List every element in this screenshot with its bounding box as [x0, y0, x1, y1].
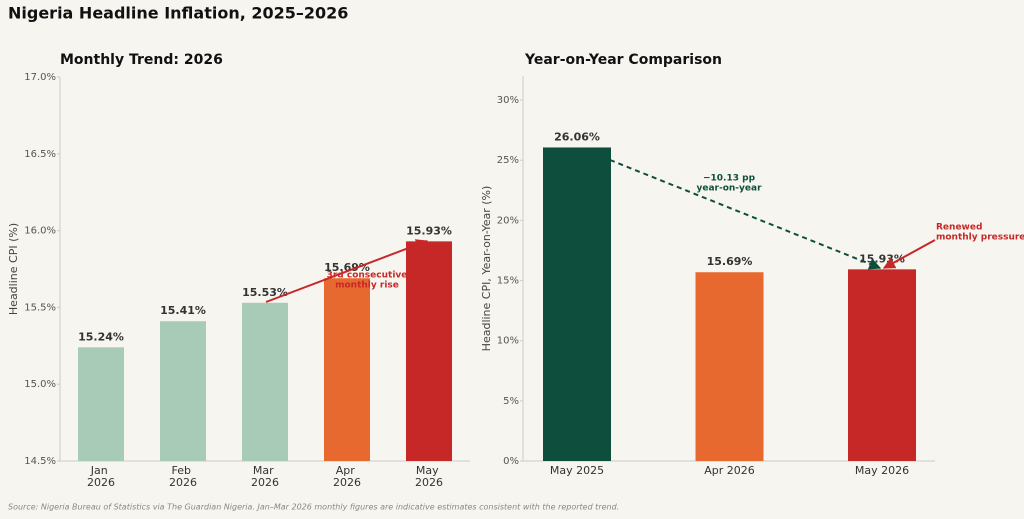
y-tick-label: 0% — [503, 456, 519, 467]
chart-title: Monthly Trend: 2026 — [60, 52, 223, 68]
source-note: Source: Nigeria Bureau of Statistics via… — [8, 503, 619, 512]
y-axis-label: Headline CPI, Year-on-Year (%) — [480, 186, 493, 352]
y-tick-label: 5% — [503, 396, 519, 407]
annotation-arrow — [609, 159, 882, 270]
x-tick-label: Jan 2026 — [87, 464, 115, 489]
x-tick-label: May 2026 — [415, 464, 443, 489]
bar — [695, 272, 764, 461]
value-label: 15.24% — [78, 330, 124, 343]
x-tick-label: Feb 2026 — [169, 464, 197, 489]
value-label: 15.69% — [324, 261, 370, 274]
value-label: 15.93% — [859, 252, 905, 265]
y-tick-label: 10% — [497, 336, 519, 347]
x-tick-label: Mar 2026 — [251, 464, 279, 489]
annotation-arrow — [882, 239, 936, 269]
chart-title: Year-on-Year Comparison — [524, 52, 722, 68]
y-tick-label: 15.5% — [24, 302, 56, 313]
x-tick-label: May 2026 — [855, 464, 909, 477]
y-tick-label: 25% — [497, 155, 519, 166]
y-tick-label: 14.5% — [24, 456, 56, 467]
bar — [406, 241, 452, 461]
annotation-text: year-on-year — [696, 184, 762, 194]
value-label: 15.93% — [406, 224, 452, 237]
value-label: 15.41% — [160, 304, 206, 317]
y-axis-label: Headline CPI (%) — [7, 223, 20, 315]
y-tick-label: 15.0% — [24, 379, 56, 390]
bar — [78, 347, 124, 461]
y-tick-label: 16.5% — [24, 149, 56, 160]
bar — [543, 147, 611, 461]
bar — [242, 302, 288, 461]
value-label: 15.53% — [242, 286, 288, 299]
bar — [160, 321, 206, 461]
annotation-text: monthly pressure — [936, 233, 1024, 243]
value-label: 26.06% — [554, 130, 600, 143]
page-title: Nigeria Headline Inflation, 2025–2026 — [8, 4, 348, 23]
y-tick-label: 15% — [497, 276, 519, 287]
bar — [324, 278, 370, 461]
y-tick-label: 16.0% — [24, 226, 56, 237]
annotation-text: Renewed — [936, 223, 982, 233]
annotation-text: 3rd consecutive — [327, 271, 408, 281]
annotation-text: −10.13 pp — [703, 174, 756, 184]
bar — [848, 269, 916, 461]
y-tick-label: 20% — [497, 215, 519, 226]
annotation-text: monthly rise — [335, 281, 399, 291]
value-label: 15.69% — [707, 255, 753, 268]
x-tick-label: Apr 2026 — [704, 464, 755, 477]
y-tick-label: 30% — [497, 95, 519, 106]
annotation-arrow — [265, 239, 429, 303]
y-tick-label: 17.0% — [24, 72, 56, 83]
x-tick-label: Apr 2026 — [333, 464, 361, 489]
x-tick-label: May 2025 — [550, 464, 604, 477]
